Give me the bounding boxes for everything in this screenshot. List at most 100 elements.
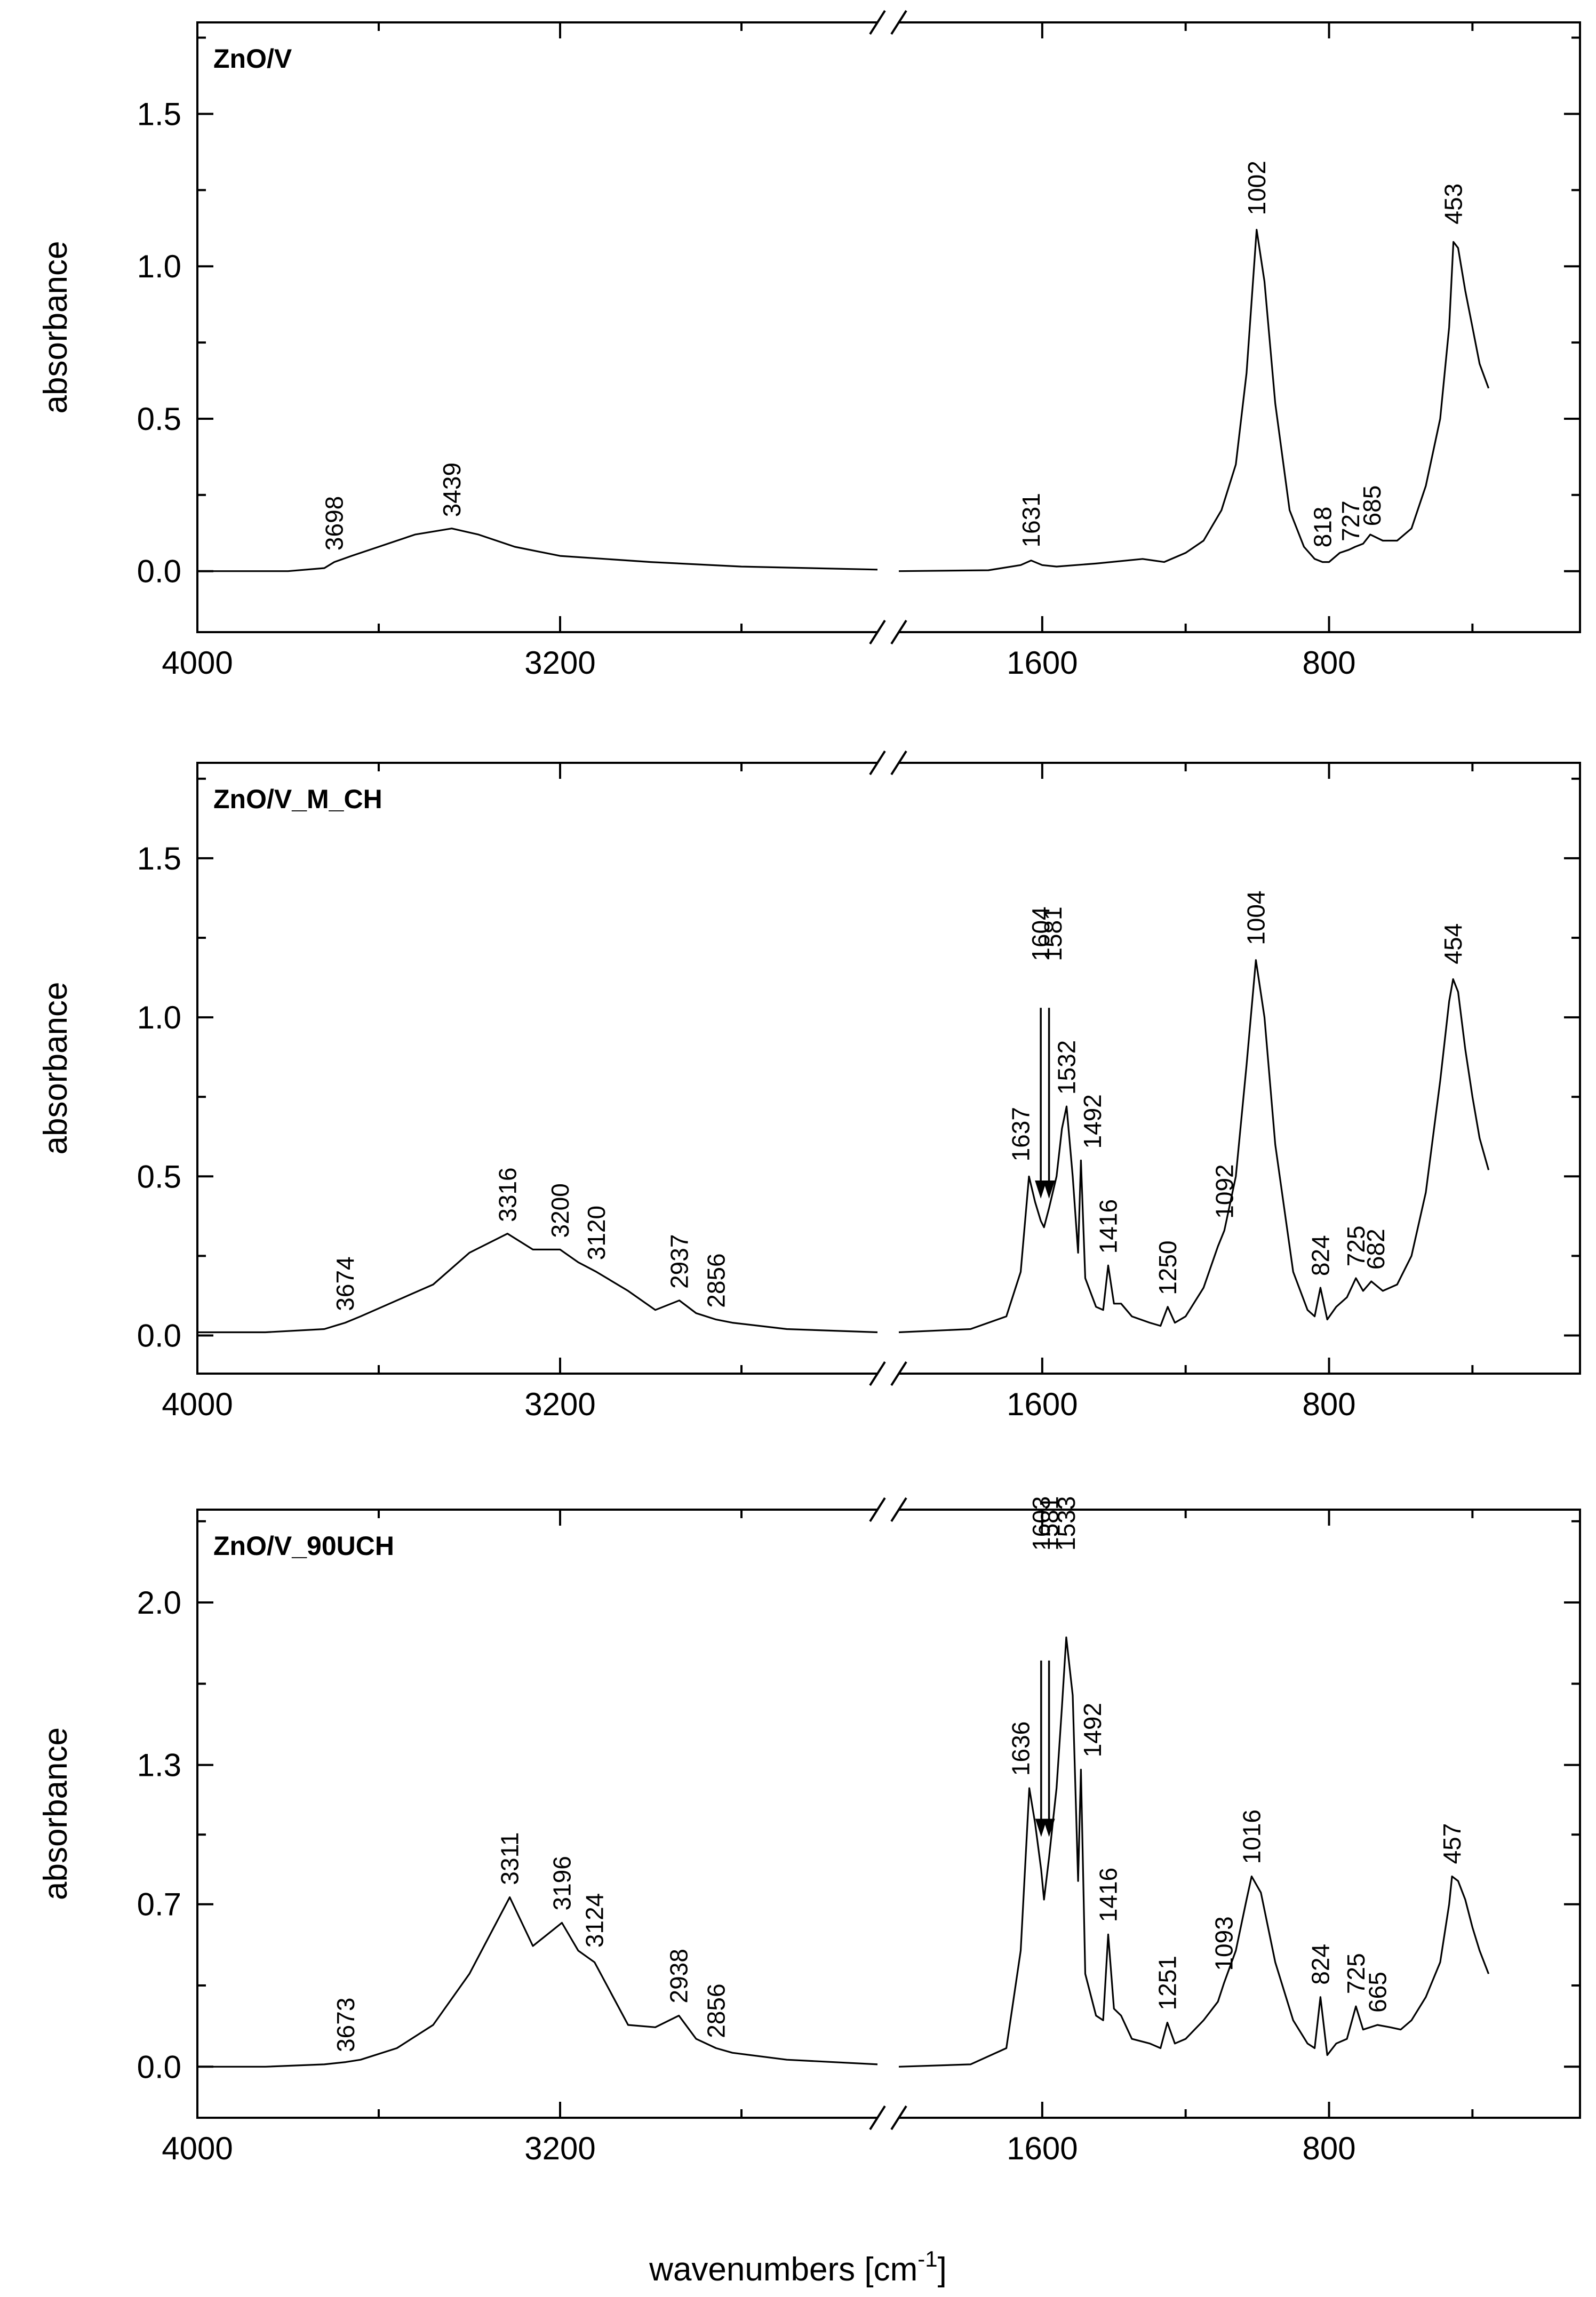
y-tick-label: 1.5 [137,96,181,132]
peak-label: 682 [1362,1229,1390,1270]
peak-label: 1251 [1153,1956,1181,2010]
axis-break-marker [869,10,907,35]
peak-label: 824 [1306,1944,1334,1985]
peak-label: 2937 [666,1234,693,1289]
x-tick-label: 800 [1302,1386,1355,1422]
y-tick-label: 1.0 [137,1000,181,1035]
y-tick-label: 0.7 [137,1887,181,1923]
x-tick-label: 800 [1302,2131,1355,2166]
peak-label: 3196 [548,1856,576,1910]
panel-2: 4000 3200 1600 800 0.0 0.5 1.0 1.5 absorbance ZnO… [37,750,1581,1422]
axis-break-marker [869,2105,907,2131]
peak-label: 1016 [1238,1809,1265,1864]
spectrum-line-right [898,1636,1490,2068]
plot-frame [196,1509,1581,2119]
panel-title: ZnO/V [213,44,292,74]
spectrum-line-right [898,229,1490,572]
peak-label: 1603 [1027,1496,1055,1551]
peak-label: 1637 [1007,1107,1035,1161]
spectrum-line-right [898,959,1490,1334]
spectrum-line-left [197,1233,878,1334]
peak-label: 725 [1342,1953,1370,1994]
spectrum-line-left [197,1896,878,2068]
peak-label: 1492 [1079,1703,1106,1757]
peak-label: 1004 [1242,890,1270,945]
y-axis-title: absorbance [37,241,74,413]
peak-label: 1533 [1052,1496,1080,1551]
peak-label: 1492 [1079,1094,1106,1148]
peak-label: 1532 [1053,1040,1081,1095]
x-tick-label: 4000 [162,645,233,681]
peak-label: 1416 [1095,1868,1122,1922]
y-tick-label: 0.0 [137,554,181,589]
peak-label: 725 [1342,1225,1370,1266]
peak-label: 685 [1358,485,1386,527]
peak-arrow [1035,1660,1047,1837]
peak-label: 3674 [331,1256,359,1311]
peak-label: 2856 [702,1983,730,2038]
x-tick-label: 4000 [162,2131,233,2166]
plot-frame [196,21,1581,633]
peak-label: 453 [1440,184,1467,225]
peak-label: 1002 [1243,161,1271,215]
peak-label: 3124 [581,1893,609,1948]
peak-label: 824 [1306,1235,1334,1276]
axis-break-marker [869,750,907,776]
peak-label: 2856 [702,1253,730,1307]
y-tick-label: 0.0 [137,2049,181,2085]
y-tick-label: 2.0 [137,1585,181,1621]
x-tick-label: 1600 [1007,2131,1078,2166]
peak-label: 818 [1308,507,1336,548]
peak-label: 3673 [332,1998,360,2052]
peak-label: 3316 [493,1167,521,1222]
y-tick-label: 1.3 [137,1748,181,1783]
x-tick-label: 1600 [1007,1386,1078,1422]
x-tick-label: 4000 [162,1386,233,1422]
peak-label: 1581 [1039,906,1067,961]
peak-label: 727 [1337,500,1364,541]
peak-label: 1250 [1154,1240,1182,1295]
peak-label: 3200 [546,1183,574,1238]
y-tick-label: 0.5 [137,401,181,437]
peak-label: 3311 [496,1832,524,1885]
peak-label: 457 [1438,1823,1466,1864]
panel-title: ZnO/V_90UCH [213,1531,394,1561]
y-axis-title: absorbance [37,1727,74,1900]
peak-arrow [1043,1008,1055,1199]
plot-frame [196,762,1581,1375]
y-tick-label: 1.5 [137,841,181,876]
axis-break-marker [869,1497,907,1522]
peak-label: 1092 [1210,1164,1238,1218]
y-tick-label: 0.0 [137,1318,181,1353]
peak-arrow [1035,1008,1047,1199]
panel-title: ZnO/V_M_CH [213,784,382,814]
peak-label: 3698 [321,496,348,551]
x-axis-title: wavenumbers [cm-1] [649,2246,947,2288]
peak-arrow [1043,1660,1055,1837]
axis-break-marker [869,1361,907,1386]
peak-label: 1631 [1017,493,1045,547]
peak-label: 1636 [1007,1721,1035,1776]
axis-break-marker [869,619,907,645]
x-tick-label: 3200 [524,2131,595,2166]
peak-label: 1604 [1027,906,1055,961]
x-tick-label: 3200 [524,645,595,681]
spectrum-line-left [197,528,878,572]
x-tick-label: 3200 [524,1386,595,1422]
peak-label: 1416 [1095,1199,1122,1254]
peak-label: 665 [1363,1972,1391,2013]
y-tick-label: 0.5 [137,1159,181,1194]
x-tick-label: 1600 [1007,645,1078,681]
peak-label: 1581 [1035,1496,1063,1551]
peak-label: 3439 [438,462,466,517]
peak-label: 454 [1439,923,1467,964]
y-tick-label: 1.0 [137,249,181,284]
peak-label: 2938 [665,1949,693,2003]
y-axis-title: absorbance [37,982,74,1154]
x-tick-label: 800 [1302,645,1355,681]
panel-3: 4000 3200 1600 800 0.0 0.7 1.3 2.0 absorbance ZnO… [37,1496,1581,2166]
peak-label: 1093 [1210,1916,1238,1971]
panel-1: 4000 3200 1600 800 0.0 0.5 1.0 1.5 absorbance ZnO… [37,10,1581,681]
peak-label: 3120 [582,1206,610,1260]
